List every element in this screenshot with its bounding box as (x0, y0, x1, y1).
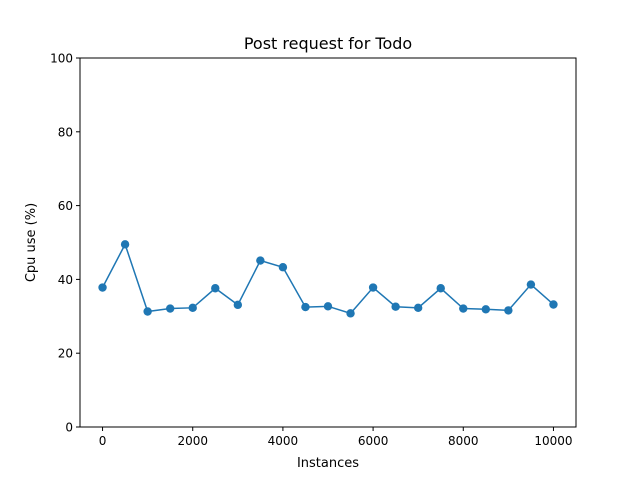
data-point (278, 263, 288, 272)
x-tick-label: 0 (99, 434, 107, 448)
data-point (301, 302, 310, 312)
data-point (413, 303, 423, 313)
x-tick-label: 4000 (268, 434, 299, 448)
plot-frame (79, 57, 577, 428)
chart-title: Post request for Todo (244, 34, 412, 53)
data-point (323, 302, 333, 311)
data-point (481, 305, 491, 314)
y-tick-label: 20 (58, 347, 73, 361)
data-point (504, 306, 513, 315)
data-point (346, 309, 355, 318)
y-tick-label: 40 (58, 273, 73, 287)
data-point (526, 280, 536, 289)
data-point (188, 303, 197, 313)
x-tick-label: 8000 (448, 434, 479, 448)
data-point (391, 302, 400, 311)
y-tick-label: 0 (65, 421, 73, 435)
data-point (233, 300, 243, 310)
x-axis-label: Instances (297, 456, 359, 471)
data-point (549, 300, 558, 309)
data-point (165, 304, 175, 313)
data-point (256, 256, 265, 265)
data-point (368, 283, 378, 292)
x-tick-label: 6000 (358, 434, 389, 448)
y-axis-ticks: 0 20 40 60 80 100 (50, 52, 80, 435)
data-point (459, 304, 468, 313)
y-tick-label: 60 (58, 199, 73, 213)
x-tick-label: 2000 (177, 434, 208, 448)
y-tick-label: 100 (50, 52, 73, 66)
data-point (211, 284, 220, 293)
x-tick-label: 10000 (534, 434, 572, 448)
plot-series (98, 240, 558, 318)
data-point (436, 284, 445, 293)
x-axis-ticks: 0 2000 4000 6000 8000 10000 (99, 427, 573, 448)
data-point (143, 307, 152, 316)
data-point (120, 240, 130, 249)
y-tick-label: 80 (58, 125, 73, 139)
y-axis-label: Cpu use (%) (24, 203, 39, 282)
data-point (98, 283, 107, 292)
